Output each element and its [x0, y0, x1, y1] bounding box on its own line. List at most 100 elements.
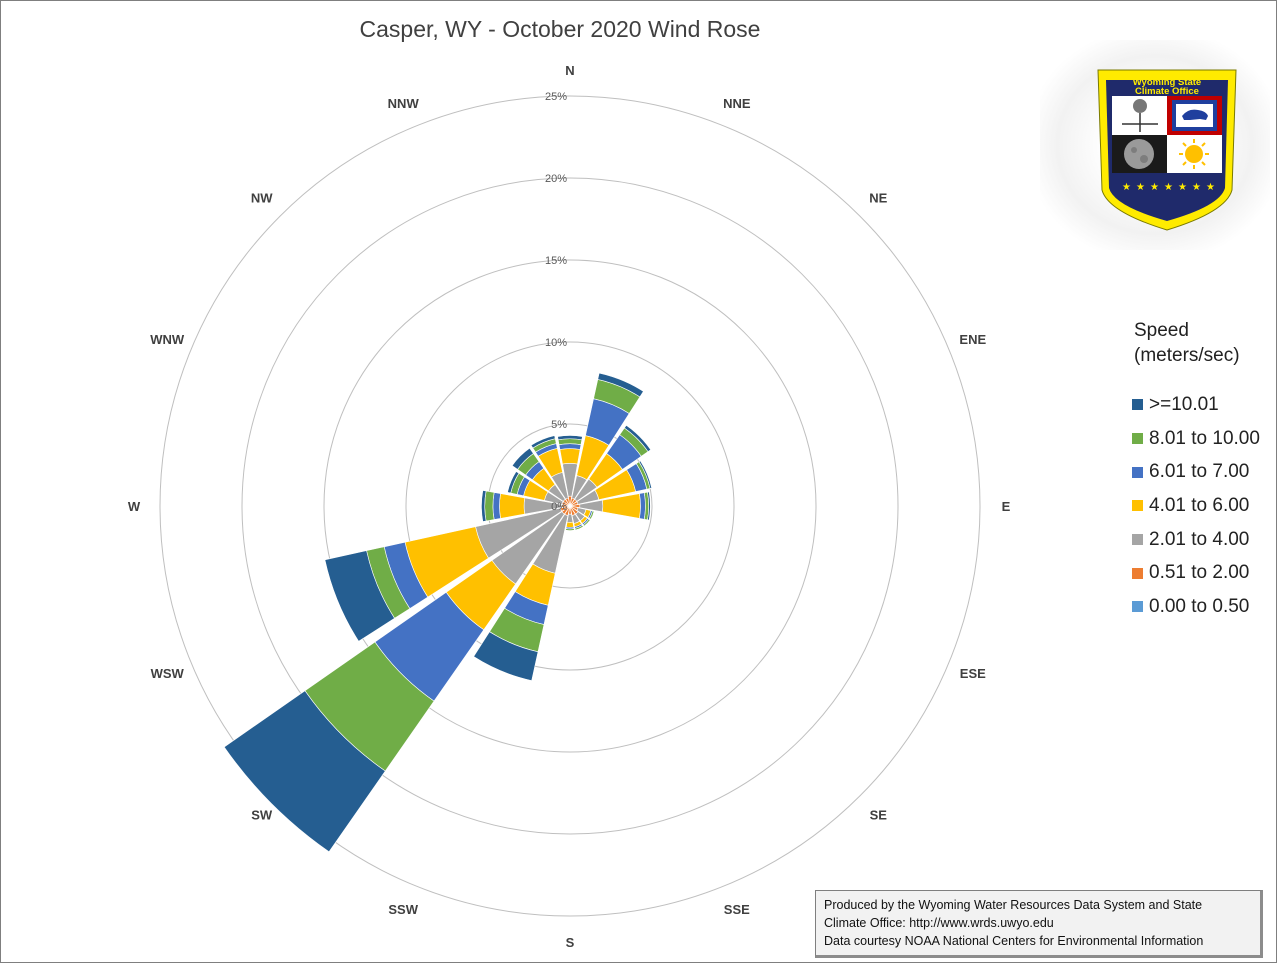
petal-e-segment-4 [639, 492, 646, 520]
legend-swatch [1132, 567, 1143, 579]
petal-ssw-segment-6 [473, 631, 539, 681]
petal-nne-segment-6 [597, 372, 644, 398]
svg-text:★: ★ [1164, 182, 1173, 193]
direction-label-e: E [1002, 499, 1011, 514]
petal-w-segment-6 [481, 490, 487, 522]
petal-w-segment-4 [492, 492, 501, 520]
petal-w-segment-3 [499, 493, 526, 519]
legend-item-6-01-to-7-00: 6.01 to 7.00 [1132, 455, 1260, 489]
direction-label-ssw: SSW [388, 902, 418, 917]
petal-ne-segment-6 [623, 424, 652, 453]
petal-nw-segment-6 [511, 447, 534, 470]
legend-label: 4.01 to 6.00 [1149, 494, 1250, 516]
legend-items: >=10.01 8.01 to 10.00 6.01 to 7.00 4.01 to … [1132, 388, 1260, 624]
legend-swatch [1132, 534, 1143, 546]
legend-item-0-51-to-2-00: 0.51 to 2.00 [1132, 556, 1260, 590]
direction-label-ese: ESE [960, 666, 986, 681]
logo-text-line1: Wyoming State [1133, 77, 1201, 88]
direction-label-n: N [565, 63, 574, 78]
legend-item-2-01-to-4-00: 2.01 to 4.00 [1132, 523, 1260, 557]
legend-swatch [1132, 500, 1143, 512]
legend-item-10-01: >=10.01 [1132, 388, 1260, 422]
petal-n-segment-3 [559, 448, 581, 465]
petal-ene [569, 460, 653, 507]
petal-wnw-segment-6 [507, 471, 520, 494]
direction-label-ne: NE [869, 191, 887, 206]
climate-office-logo: ★ ★ ★ ★ ★ ★ ★ Wyoming State Climate Office [1040, 40, 1270, 250]
petal-sse-segment-5 [574, 524, 584, 531]
legend-swatch [1132, 466, 1143, 478]
petal-nw [511, 447, 571, 507]
direction-label-nw: NW [251, 191, 273, 206]
legend-title: Speed (meters/sec) [1134, 318, 1260, 368]
direction-label-ene: ENE [959, 332, 986, 347]
svg-text:★: ★ [1122, 182, 1131, 193]
legend-swatch [1132, 399, 1143, 411]
petal-sw [223, 505, 571, 853]
petal-wsw-segment-6 [324, 550, 395, 642]
legend-label: 6.01 to 7.00 [1149, 461, 1250, 483]
petal-ese [569, 505, 595, 520]
credits-box: Produced by the Wyoming Water Resources … [815, 890, 1263, 958]
petal-w [481, 490, 571, 522]
direction-label-s: S [566, 935, 575, 950]
ring-label-10: 10% [545, 337, 567, 349]
legend-label: >=10.01 [1149, 393, 1219, 415]
ring-label-0: 0% [551, 501, 567, 513]
direction-labels: N NNE NE ENE E ESE SE SSE S SSW SW WSW W WNW NW NNW [128, 63, 1011, 950]
direction-label-wnw: WNW [150, 332, 185, 347]
svg-text:★: ★ [1192, 182, 1201, 193]
petal-wnw [507, 471, 571, 507]
petals [223, 372, 653, 853]
ring-label-15: 15% [545, 255, 567, 267]
direction-label-nnw: NNW [388, 96, 420, 111]
petal-ne [569, 424, 652, 507]
logo-text-line2: Climate Office [1135, 86, 1199, 97]
direction-label-wsw: WSW [151, 666, 185, 681]
legend-title-line1: Speed [1134, 320, 1189, 341]
petal-sw-segment-6 [223, 690, 386, 853]
credits-line2: Climate Office: http://www.wrds.uwyo.edu [824, 916, 1054, 930]
legend-item-8-01-to-10-00: 8.01 to 10.00 [1132, 422, 1260, 456]
legend-swatch [1132, 433, 1143, 445]
direction-label-w: W [128, 499, 141, 514]
petal-se-segment-5 [582, 518, 591, 527]
petal-n-segment-5 [557, 438, 583, 445]
svg-text:★: ★ [1206, 182, 1215, 193]
direction-label-sw: SW [251, 807, 273, 822]
petal-n-segment-4 [558, 443, 582, 450]
petal-ene-segment-6 [638, 460, 653, 489]
direction-label-sse: SSE [724, 902, 750, 917]
petal-wsw [324, 505, 571, 642]
petal-n [557, 435, 583, 507]
svg-text:★: ★ [1150, 182, 1159, 193]
petal-ese-segment-5 [588, 510, 595, 520]
ring-label-20: 20% [545, 173, 567, 185]
petal-sse [569, 505, 584, 531]
petal-nnw-segment-6 [530, 435, 556, 449]
petal-e-segment-6 [647, 491, 651, 521]
grid-ring-25 [159, 95, 981, 917]
direction-label-nne: NNE [723, 96, 751, 111]
shield-logo-icon: ★ ★ ★ ★ ★ ★ ★ Wyoming State Climate Office [1097, 69, 1237, 231]
grid-ring-15 [323, 259, 817, 753]
legend: Speed (meters/sec) >=10.01 8.01 to 10.00 6… [1132, 318, 1260, 624]
legend-label: 0.00 to 0.50 [1149, 595, 1250, 617]
ring-label-25: 25% [545, 91, 567, 103]
petal-se [569, 505, 591, 527]
legend-item-4-01-to-6-00: 4.01 to 6.00 [1132, 489, 1260, 523]
grid-ring-20 [241, 177, 899, 835]
petal-ssw [473, 505, 571, 681]
svg-text:★: ★ [1178, 182, 1187, 193]
petal-nne [569, 372, 644, 507]
petal-nnw [530, 435, 571, 507]
chart-title: Casper, WY - October 2020 Wind Rose [359, 16, 761, 42]
legend-title-line2: (meters/sec) [1134, 345, 1240, 366]
credits-line3: Data courtesy NOAA National Centers for … [824, 934, 1204, 948]
direction-label-se: SE [870, 807, 888, 822]
petal-s [565, 505, 575, 531]
grid-ring-10 [405, 341, 735, 671]
svg-text:★: ★ [1136, 182, 1145, 193]
credits-line1: Produced by the Wyoming Water Resources … [824, 898, 1203, 912]
